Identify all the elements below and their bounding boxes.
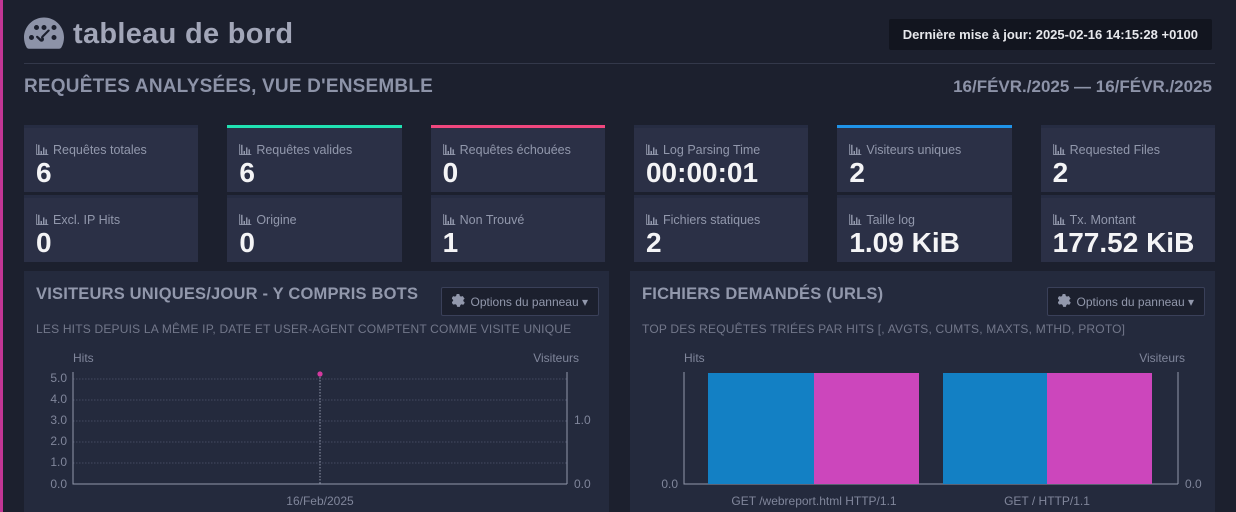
svg-text:Visiteurs: Visiteurs: [533, 351, 579, 365]
svg-text:0.0: 0.0: [50, 477, 67, 491]
svg-text:3.0: 3.0: [50, 413, 67, 427]
svg-text:1.0: 1.0: [574, 413, 591, 427]
svg-text:Visiteurs: Visiteurs: [1139, 351, 1185, 365]
svg-text:GET /webreport.html HTTP/1.1: GET /webreport.html HTTP/1.1: [731, 494, 896, 508]
svg-text:0.0: 0.0: [574, 477, 591, 491]
svg-text:1.0: 1.0: [50, 455, 67, 469]
svg-text:0.0: 0.0: [661, 477, 678, 491]
svg-text:GET / HTTP/1.1: GET / HTTP/1.1: [1004, 494, 1090, 508]
svg-text:2.0: 2.0: [50, 434, 67, 448]
svg-text:0.0: 0.0: [1185, 477, 1202, 491]
svg-text:Hits: Hits: [684, 351, 705, 365]
svg-text:Hits: Hits: [73, 351, 94, 365]
svg-text:4.0: 4.0: [50, 392, 67, 406]
svg-text:5.0: 5.0: [50, 371, 67, 385]
svg-text:16/Feb/2025: 16/Feb/2025: [286, 494, 354, 508]
